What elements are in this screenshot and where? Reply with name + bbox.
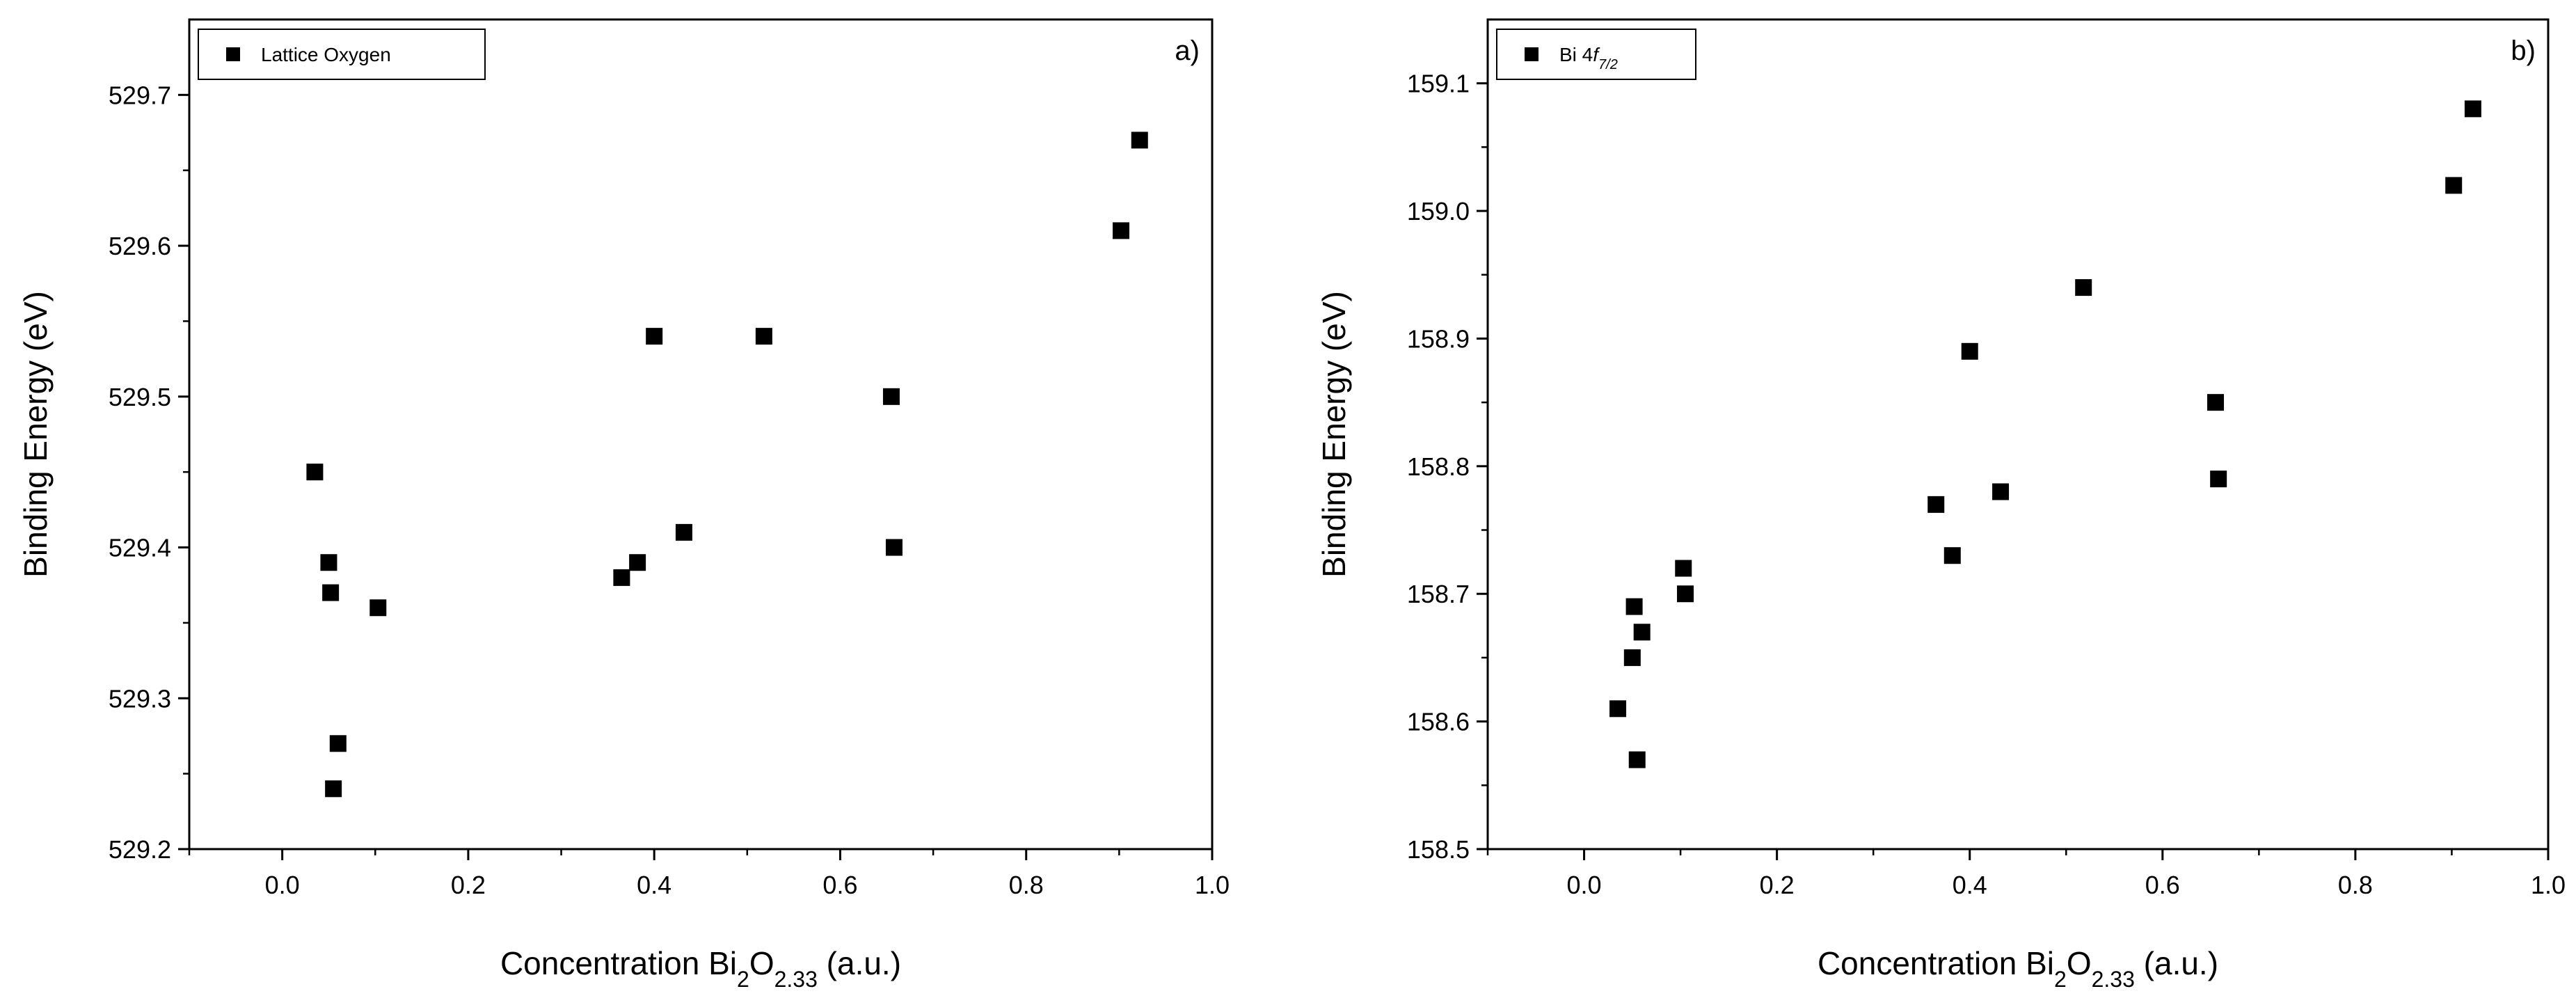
y-tick-label: 159.1 [1407, 70, 1470, 98]
data-point [1609, 700, 1627, 718]
legend-label: Lattice Oxygen [261, 44, 391, 65]
x-tick-label: 0.8 [2338, 871, 2373, 899]
panel-label: b) [2511, 35, 2536, 66]
legend-label-subscript: 7/2 [1598, 57, 1618, 72]
data-point [755, 328, 772, 345]
y-tick-label: 158.9 [1407, 324, 1470, 353]
x-tick-label: 0.2 [1760, 871, 1795, 899]
y-tick-label: 529.5 [109, 383, 171, 411]
y-tick-label: 158.8 [1407, 452, 1470, 481]
legend-label-text: Lattice Oxygen [261, 44, 391, 65]
data-point [675, 523, 692, 541]
x-axis-title-text: Concentration Bi [500, 945, 737, 981]
x-tick-label: 0.6 [2145, 871, 2180, 899]
data-point [1943, 547, 1961, 564]
x-axis-title-subscript: 2.33 [774, 967, 818, 992]
data-point [629, 554, 646, 571]
x-axis-title: Concentration Bi2O2.33 (a.u.) [1818, 945, 2218, 992]
panel-a: 0.0 0.2 0.4 0.6 0.8 1.0 529.2 529.3 529.4 529.5 52… [17, 18, 1230, 992]
x-axis-title-text: (a.u.) [2135, 945, 2218, 981]
data-point [2207, 394, 2225, 411]
series-0 [306, 132, 1148, 798]
x-axis-title-text: Concentration Bi [1818, 945, 2054, 981]
plot-frame [1486, 18, 2550, 850]
y-axis-title: Binding Energy (eV) [17, 291, 54, 578]
data-point [1961, 342, 1978, 360]
data-point [613, 569, 630, 586]
x-axis-title-subscript: 2.33 [2092, 967, 2135, 992]
y-tick-label: 159.0 [1407, 197, 1470, 225]
y-tick-label: 529.6 [109, 232, 171, 260]
data-point [885, 539, 903, 556]
panel-b: 0.0 0.2 0.4 0.6 0.8 1.0 158.5 158.6 158.7 158.8 15… [1316, 18, 2566, 992]
x-axis-title-text: O [2067, 945, 2092, 981]
data-point [322, 584, 340, 601]
x-axis-title-subscript: 2 [2054, 967, 2067, 992]
x-axis-title-subscript: 2 [737, 967, 749, 992]
y-tick-label: 158.6 [1407, 708, 1470, 736]
series-0 [1609, 100, 2481, 768]
x-axis-title-text: O [749, 945, 774, 981]
x-tick-label: 0.4 [637, 871, 671, 899]
plot-frame [188, 18, 1214, 850]
legend-marker [226, 47, 240, 61]
data-point [329, 735, 347, 752]
x-axis-title-text: (a.u.) [818, 945, 901, 981]
data-point [1131, 132, 1148, 149]
panel-label: a) [1175, 35, 1200, 66]
data-point [2210, 470, 2227, 488]
data-point [1677, 585, 1694, 603]
y-axis-title: Binding Energy (eV) [1316, 291, 1352, 578]
y-tick-label: 529.7 [109, 81, 171, 109]
data-point [306, 464, 324, 481]
y-tick-label: 529.2 [109, 835, 171, 864]
data-point [882, 388, 900, 405]
x-tick-label: 0.8 [1009, 871, 1044, 899]
x-axis-title: Concentration Bi2O2.33 (a.u.) [500, 945, 901, 992]
x-tick-label: 1.0 [2531, 871, 2566, 899]
x-tick-label: 0.0 [265, 871, 300, 899]
data-point [2075, 279, 2092, 296]
x-tick-label: 1.0 [1195, 871, 1230, 899]
y-tick-label: 529.4 [109, 534, 171, 562]
x-tick-label: 0.2 [451, 871, 486, 899]
legend-marker [1525, 47, 1539, 61]
y-tick-label: 158.5 [1407, 835, 1470, 864]
data-point [2445, 177, 2463, 194]
data-point [646, 328, 663, 345]
data-point [1623, 649, 1641, 666]
data-point [369, 599, 387, 617]
legend: Bi 4f7/2 [1496, 29, 1696, 80]
y-tick-label: 529.3 [109, 684, 171, 713]
x-tick-label: 0.4 [1953, 871, 1987, 899]
y-tick-label: 158.7 [1407, 580, 1470, 608]
legend-frame [198, 29, 486, 80]
data-point [1633, 624, 1651, 641]
data-point [1628, 751, 1646, 768]
data-point [2464, 100, 2481, 118]
legend-label: Bi 4f7/2 [1559, 44, 1618, 72]
data-point [1927, 496, 1945, 513]
x-tick-label: 0.6 [822, 871, 857, 899]
data-point [1113, 222, 1130, 239]
data-point [1992, 483, 2010, 500]
data-point [1625, 598, 1643, 615]
data-point [1675, 560, 1692, 577]
x-tick-label: 0.0 [1567, 871, 1602, 899]
legend: Lattice Oxygen [198, 29, 486, 80]
legend-label-text: Bi 4 [1559, 44, 1593, 65]
data-point [320, 554, 337, 571]
data-point [325, 780, 342, 798]
legend-label-italic: f [1593, 44, 1600, 65]
